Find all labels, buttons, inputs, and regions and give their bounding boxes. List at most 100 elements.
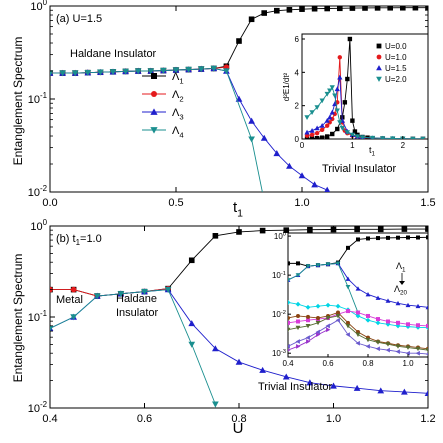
panel-b-inset-series-0-point [396, 235, 400, 240]
panel-b-series-3-point [50, 325, 54, 332]
panel-b-series-2-point [188, 320, 196, 327]
panel-a-legend-marker-2 [150, 108, 158, 115]
panel-a-xlabel-sub: 1 [237, 208, 243, 220]
panel-a-series-0-point [274, 7, 280, 14]
panel-b-inset-series-6-point [295, 325, 301, 331]
panel-b-series-0-point [401, 226, 408, 232]
panel-a-inset-series-1-point [304, 133, 310, 138]
panel-a-series-3-point [50, 70, 54, 77]
panel-b-inset-series-5-point [288, 315, 290, 320]
panel-a-inset-legend-marker-0 [376, 43, 382, 49]
panel-b-inset-series-7-point [385, 347, 390, 353]
panel-a-series-0-point [324, 6, 330, 12]
panel-a-inset-series-3-point [334, 108, 340, 114]
panel-a-series-0-point [311, 6, 318, 12]
panel-b-region-insulator: Insulator [116, 307, 159, 319]
panel-a-inset-series-3-point [420, 136, 426, 139]
panel-a-series-3-point [210, 65, 218, 72]
panel-b-inset-series-2-point [305, 264, 311, 269]
panel-b-inset-series-4-point [376, 317, 380, 322]
panel-a-series-0-point [387, 6, 393, 11]
panel-a-inset-series-3-point [332, 93, 338, 99]
panel-b-inset-series-8-point [288, 348, 291, 352]
panel-b-inset-series-6-point [315, 320, 321, 326]
panel-a-inset-xlabel: t1 [369, 145, 376, 158]
panel-b-inset-ytick-label-exp: -3 [281, 349, 286, 355]
panel-b-inset-series-3-point [385, 321, 391, 327]
panel-b-inset-series-6-point [415, 346, 421, 352]
panel-a-inset-series-3-point [344, 130, 350, 135]
panel-b-series-0-point [377, 226, 384, 233]
panel-a-ytick-label-exp: 0 [43, 0, 48, 7]
panel-a-inset-series-3-point [349, 132, 356, 138]
panel-a-series-3-point [172, 67, 180, 74]
panel-b-inset-series-6-point [405, 345, 411, 350]
panel-a-series-0-point [236, 38, 242, 44]
panel-b-inset-annotation-1: Λ1 [396, 261, 406, 274]
panel-a-inset-series-2-point [329, 109, 335, 115]
panel-a-inset-ytick-label: 6 [295, 35, 300, 44]
panel-b-inset-series-3-point [295, 301, 301, 307]
panel-b-series-0-point [236, 229, 242, 235]
panel-b-ylabel: Entanglement Spectrum [11, 254, 25, 383]
panel-a-legend-label-3-main: Λ [172, 125, 180, 137]
panel-a-inset-frame [301, 33, 429, 140]
panel-a-inset-series-2-point [314, 125, 320, 131]
panel-a-series-2-point [260, 134, 268, 141]
panel-a-inset-legend-marker-1 [376, 54, 382, 60]
panel-b-inset-series-4-point [296, 319, 300, 324]
panel-b-inset-series-7-point [325, 323, 330, 329]
panel-b-ytick-label: 100 [30, 218, 47, 233]
panel-b-region-haldane: Haldane [116, 293, 157, 305]
panel-b-inset-annotation-1-main: Λ [396, 261, 402, 271]
panel-a-inset-series-0-point [350, 118, 355, 123]
panel-a-legend-label-3-sub: 4 [179, 130, 184, 139]
panel-a-legend-label-1-main: Λ [172, 89, 180, 101]
panel-b-inset-series-4-point [356, 310, 360, 315]
panel-a-series-3-point [71, 70, 79, 77]
panel-b-inset-series-2-point [295, 273, 301, 278]
panel-a-series-2-point [273, 150, 281, 157]
panel-b-inset-ytick-label: 10-2 [272, 310, 286, 319]
panel-b-series-3-point [141, 288, 148, 295]
panel-a-inset-series-0-point [330, 131, 335, 137]
panel-b-inset-series-4-point [288, 320, 290, 325]
panel-b-region-metal: Metal [56, 294, 83, 306]
panel-b-series-2-point [401, 388, 408, 395]
panel-a-ylabel: Entanglement Spectrum [11, 37, 25, 166]
panel-a-inset-series-0-point [314, 135, 320, 139]
panel-a-series-2-point [311, 181, 318, 188]
panel-a-legend-label-1-sub: 2 [179, 94, 183, 103]
panel-b-series-2-point [353, 384, 361, 391]
panel-b-inset-series-6-point [365, 337, 371, 343]
panel-b-inset-xtick-label: 0.8 [362, 359, 374, 368]
panel-a-inset-series-2-point [337, 74, 343, 80]
panel-b-inset-series-2-point [315, 263, 321, 268]
panel-a-series-2-point [286, 162, 293, 169]
panel-a-legend-marker-0 [151, 73, 157, 79]
panel-a-legend-label-0-sub: 1 [179, 76, 183, 85]
panel-a-inset-series-3-point [380, 136, 386, 139]
panel-b-inset-series-6-point [335, 314, 341, 319]
panel-b-ytick-label-base: 10 [28, 403, 40, 415]
panel-a-inset-xtick-label: 0 [300, 141, 305, 150]
panel-b-inset-series-4-point [406, 322, 410, 327]
panel-a-series-3-point [109, 69, 117, 76]
panel-b-inset-annotation-1-sub: 1 [402, 267, 406, 274]
panel-b-inset-xtick-label: 1.0 [402, 359, 414, 368]
panel-b-inset-series-6-point [355, 332, 361, 337]
panel-a-xtick-label: 0.0 [42, 197, 57, 209]
panel-b-inset-series-1-point [385, 298, 391, 303]
panel-b-inset-series-4-point [346, 309, 350, 314]
panel-a-ytick-label-base: 10 [28, 187, 40, 199]
panel-a-inset-legend-marker-2 [376, 65, 382, 71]
panel-b-ytick-label: 10-2 [28, 400, 47, 415]
panel-a-series-0-point [349, 6, 356, 11]
panel-b-inset-series-7-point [345, 332, 350, 337]
panel-b-label-sub: 1 [76, 238, 81, 247]
panel-b-series-3-point [188, 341, 196, 348]
panel-b-xlabel: U [233, 420, 244, 437]
panel-a-ytick-label-exp: -1 [40, 91, 48, 100]
